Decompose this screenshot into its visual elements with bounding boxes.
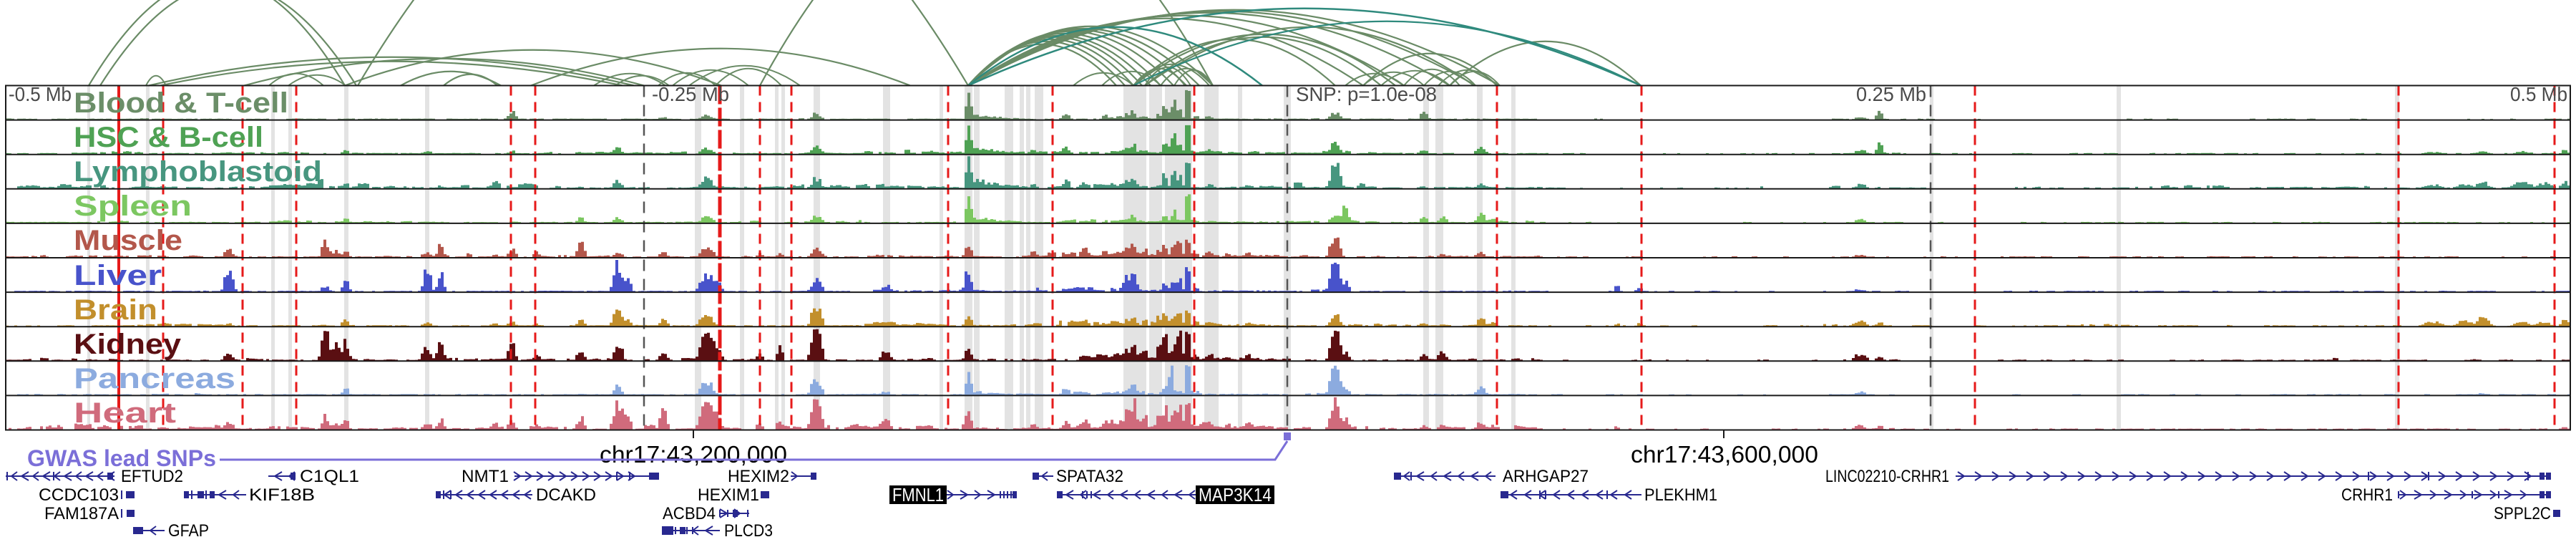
svg-text:chr17:43,600,000: chr17:43,600,000 <box>1631 441 1818 468</box>
svg-text:CCDC103: CCDC103 <box>39 485 119 505</box>
svg-text:-0.5 Mb: -0.5 Mb <box>9 83 72 105</box>
svg-text:KIF18B: KIF18B <box>249 485 315 505</box>
svg-text:GWAS lead SNPs: GWAS lead SNPs <box>27 445 216 471</box>
svg-text:Liver: Liver <box>74 260 162 291</box>
svg-text:ACBD4: ACBD4 <box>663 504 716 523</box>
svg-text:Brain: Brain <box>74 294 157 326</box>
svg-text:Spleen: Spleen <box>74 190 192 222</box>
svg-text:0.5 Mb: 0.5 Mb <box>2510 83 2567 105</box>
svg-text:MAP3K14: MAP3K14 <box>1199 484 1272 505</box>
svg-text:NMT1: NMT1 <box>462 467 509 486</box>
svg-text:GFAP: GFAP <box>168 521 209 537</box>
svg-text:SNP: p=1.0e-08: SNP: p=1.0e-08 <box>1296 83 1437 105</box>
svg-text:FAM187A: FAM187A <box>44 504 119 523</box>
svg-text:-0.25 Mb: -0.25 Mb <box>652 83 729 105</box>
svg-text:FMNL1: FMNL1 <box>892 484 944 505</box>
svg-text:HSC & B-cell: HSC & B-cell <box>74 122 263 153</box>
svg-text:CRHR1: CRHR1 <box>2341 485 2393 505</box>
svg-text:LINC02210-CRHR1: LINC02210-CRHR1 <box>1825 467 1949 486</box>
svg-text:ARHGAP27: ARHGAP27 <box>1503 467 1589 486</box>
svg-text:C1QL1: C1QL1 <box>300 467 359 486</box>
svg-text:Blood & T-cell: Blood & T-cell <box>74 87 288 119</box>
svg-text:SPPL2C: SPPL2C <box>2494 504 2551 523</box>
svg-text:Pancreas: Pancreas <box>74 363 235 395</box>
svg-text:DCAKD: DCAKD <box>536 485 596 505</box>
svg-text:Muscle: Muscle <box>74 225 182 256</box>
svg-text:HEXIM1: HEXIM1 <box>698 485 759 505</box>
svg-text:HEXIM2: HEXIM2 <box>728 467 789 486</box>
svg-text:chr17:43,200,000: chr17:43,200,000 <box>600 441 787 468</box>
svg-text:Lymphoblastoid: Lymphoblastoid <box>74 156 322 188</box>
svg-text:Kidney: Kidney <box>74 329 182 360</box>
svg-text:PLCD3: PLCD3 <box>724 521 773 537</box>
svg-text:PLEKHM1: PLEKHM1 <box>1644 485 1717 505</box>
svg-text:SPATA32: SPATA32 <box>1056 467 1123 486</box>
svg-text:Heart: Heart <box>74 397 176 429</box>
svg-text:EFTUD2: EFTUD2 <box>121 467 183 486</box>
svg-text:0.25 Mb: 0.25 Mb <box>1856 83 1926 105</box>
